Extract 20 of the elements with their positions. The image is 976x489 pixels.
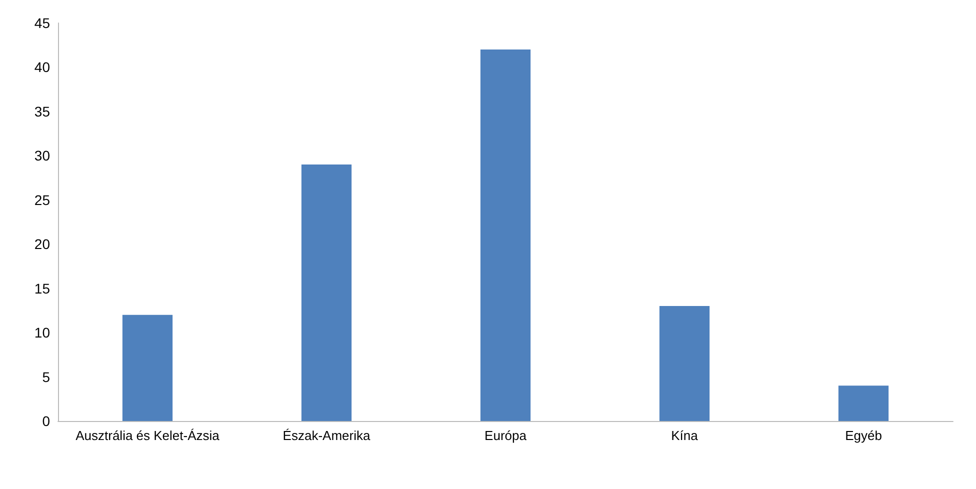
- x-tick-label: Egyéb: [845, 428, 882, 443]
- y-tick-label: 5: [42, 368, 50, 385]
- bar: [838, 386, 889, 421]
- y-tick-label: 40: [34, 59, 50, 76]
- x-tick-label: Európa: [484, 428, 528, 443]
- y-tick-label: 45: [34, 15, 50, 31]
- x-tick-label: Észak-Amerika: [282, 428, 371, 443]
- y-tick-label: 0: [42, 413, 50, 429]
- y-tick-label: 35: [34, 103, 50, 120]
- bar: [480, 50, 531, 421]
- x-tick-label: Kína: [671, 428, 699, 443]
- y-tick-label: 30: [34, 148, 50, 164]
- x-tick-label: Ausztrália és Kelet-Ázsia: [76, 428, 220, 443]
- bar: [301, 164, 352, 421]
- bar: [659, 306, 710, 421]
- y-tick-label: 10: [34, 324, 50, 341]
- y-tick-label: 25: [34, 192, 50, 208]
- y-tick-label: 20: [34, 236, 50, 252]
- y-tick-label: 15: [34, 280, 50, 296]
- bar: [122, 314, 173, 421]
